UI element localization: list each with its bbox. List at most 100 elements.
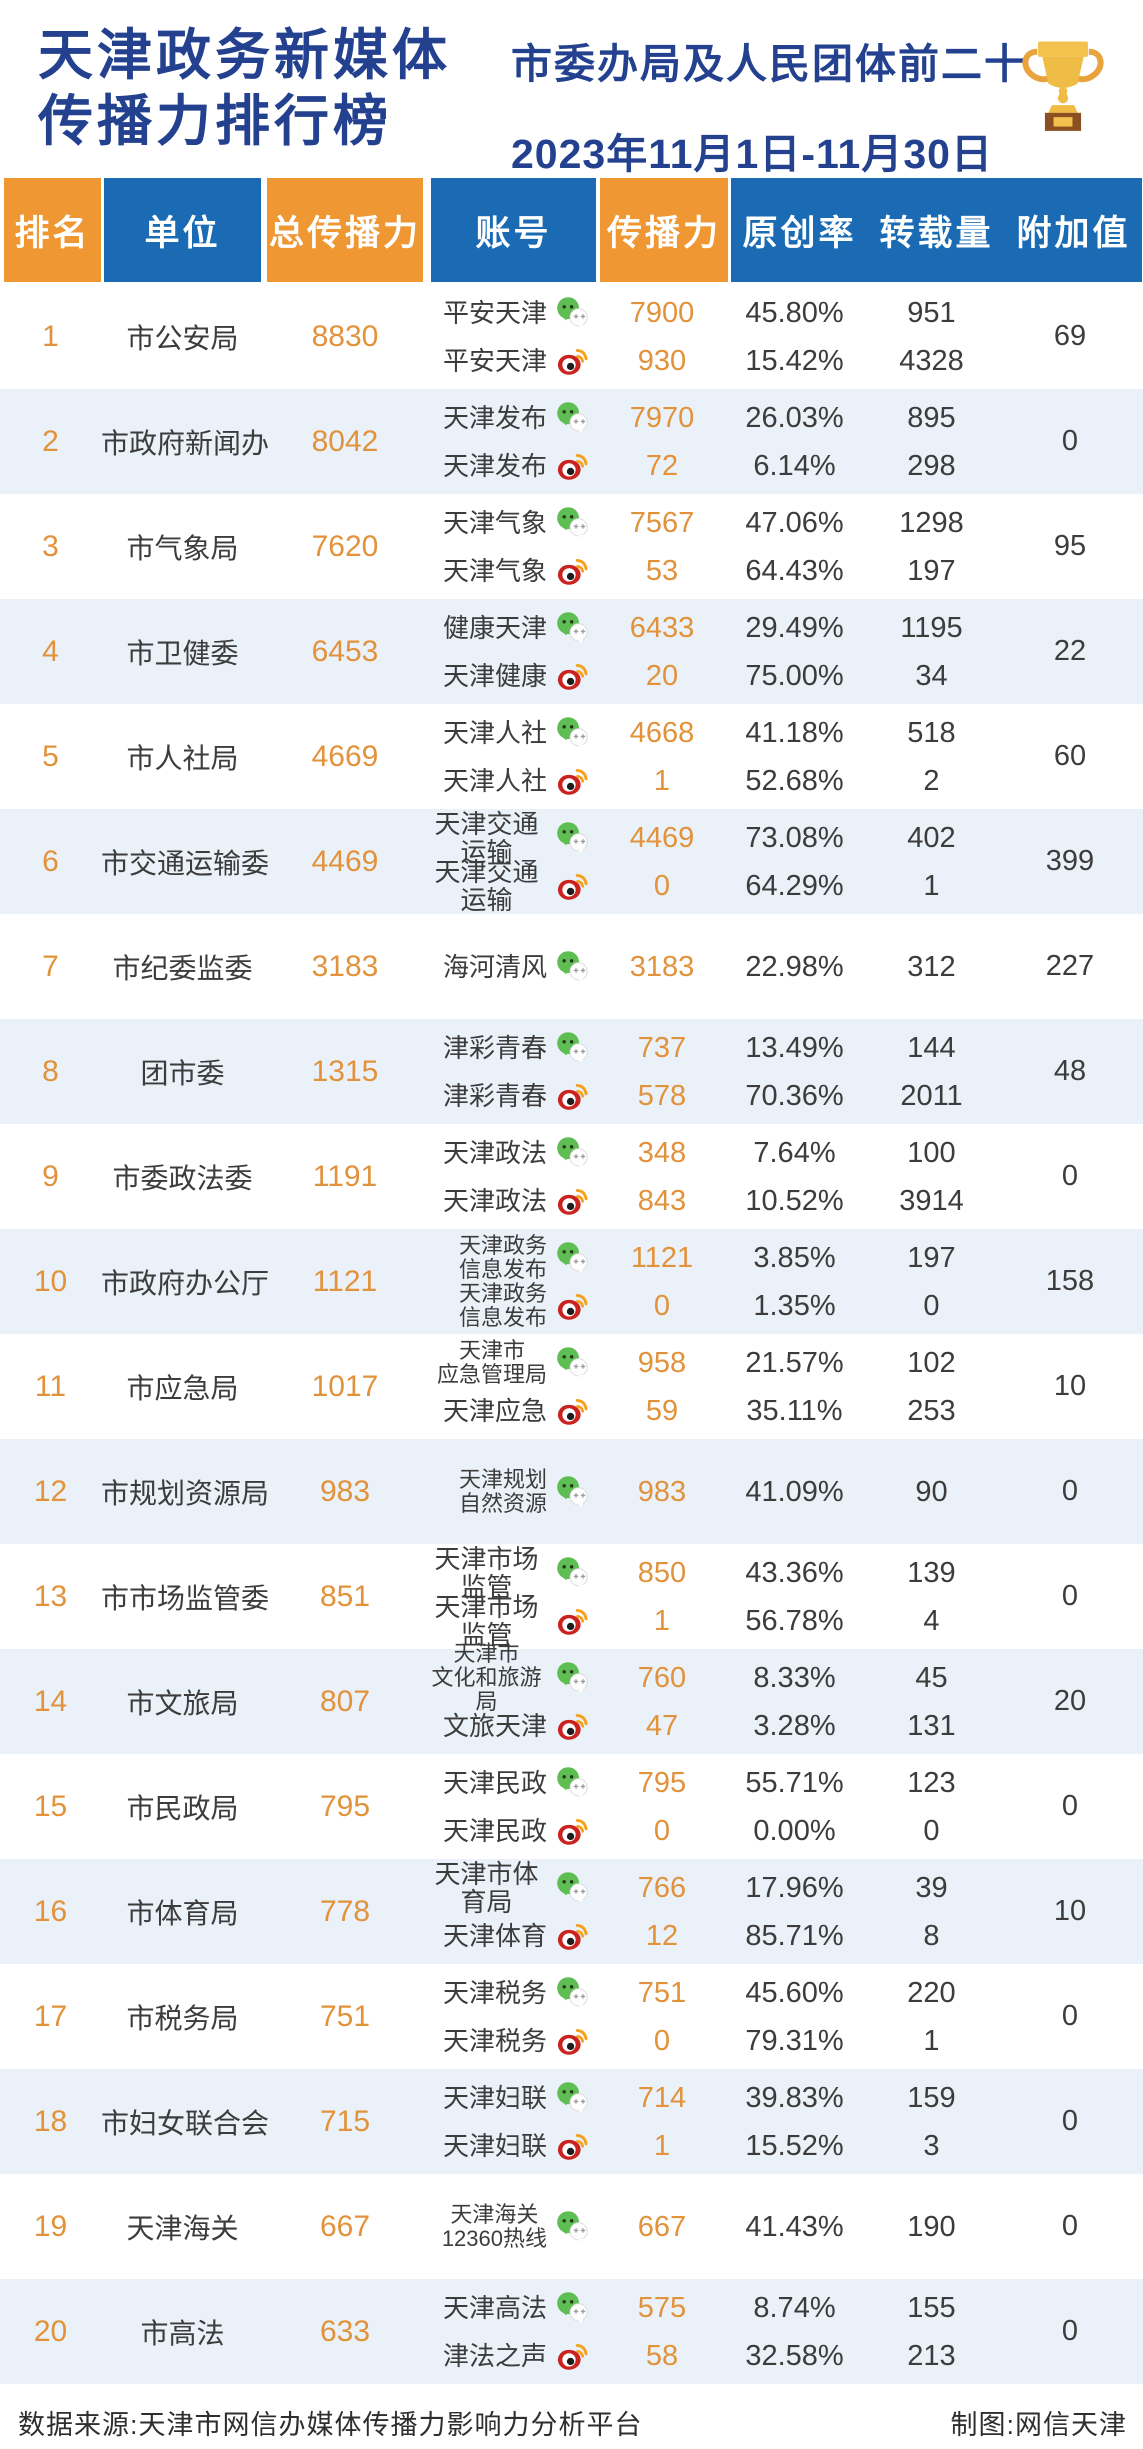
wechat-icon — [557, 1137, 588, 1169]
metric-value: 1.35% — [753, 1289, 836, 1322]
unit-name: 市政府新闻办 — [101, 427, 270, 459]
metric-value: 72 — [645, 449, 679, 482]
account-name: 天津应急 — [442, 1395, 547, 1426]
metric-value: 0 — [923, 1289, 940, 1322]
wechat-icon — [557, 1872, 588, 1904]
metric-value: 45 — [915, 1661, 948, 1694]
metric-value: 751 — [637, 1976, 687, 2009]
header-right-block: 市委办局及人民团体前二十 2023年11月1日-11月30日 — [511, 30, 1025, 180]
date-range: 2023年11月1日-11月30日 — [511, 131, 993, 177]
metric-value: 39.83% — [745, 2081, 844, 2114]
weibo-icon — [557, 1923, 588, 1950]
wechat-icon — [557, 1662, 588, 1694]
account-line: 天津政法 — [426, 1129, 598, 1177]
account-name: 天津规划 自然资源 — [458, 1466, 547, 1516]
table-row: 2 市政府新闻办 8042 天津发布 天津发布 7970 72 26.03% 6.1… — [0, 389, 1143, 494]
metric-value: 3183 — [629, 950, 695, 983]
account-cell: 天津交通运输 天津交通运输 — [426, 809, 598, 914]
metric-value: 197 — [907, 1241, 956, 1274]
metric-value: 6.14% — [753, 449, 836, 482]
metric-value: 139 — [907, 1556, 956, 1589]
weibo-icon — [557, 1398, 588, 1425]
metric-value: 4469 — [629, 821, 695, 854]
rank-value: 10 — [33, 1264, 68, 1298]
unit-name: 市民政局 — [126, 1792, 239, 1824]
account-line: 天津税务 — [426, 2017, 598, 2065]
rank-value: 13 — [33, 1579, 68, 1613]
column-header-total: 总传播力 — [267, 178, 423, 282]
account-line: 平安天津 — [426, 289, 598, 337]
metric-value: 2 — [923, 764, 940, 797]
metric-value: 0 — [653, 1814, 671, 1847]
metric-value: 737 — [637, 1031, 687, 1064]
metric-value: 298 — [907, 449, 956, 482]
weibo-icon — [557, 1083, 588, 1110]
original-rate-cell: 73.08% 64.29% — [726, 809, 863, 914]
metric-value: 6433 — [629, 611, 695, 644]
original-rate-cell: 26.03% 6.14% — [726, 389, 863, 494]
rank-value: 18 — [33, 2104, 68, 2138]
table-row: 8 团市委 1315 津彩青春 津彩青春 737 578 13.49% 70.36%… — [0, 1019, 1143, 1124]
unit-name: 市政府办公厅 — [101, 1267, 270, 1299]
repost-count-cell: 144 2011 — [863, 1019, 1000, 1124]
unit-name: 市纪委监委 — [112, 952, 253, 984]
metric-value: 795 — [637, 1766, 687, 1799]
table-row: 4 市卫健委 6453 健康天津 天津健康 6433 20 29.49% 75.00… — [0, 599, 1143, 704]
metric-value: 667 — [637, 2210, 687, 2243]
metric-value: 10.52% — [745, 1184, 844, 1217]
unit-name: 市妇女联合会 — [101, 2107, 270, 2139]
extra-value: 0 — [1061, 1160, 1079, 1192]
table-row: 20 市高法 633 天津高法 津法之声 575 58 8.74% 32.58% 1… — [0, 2279, 1143, 2384]
account-name: 天津发布 — [442, 402, 547, 433]
account-name: 天津市场监管 — [434, 1543, 539, 1602]
metric-value: 3914 — [899, 1184, 964, 1217]
weibo-icon — [557, 1293, 588, 1320]
extra-value: 0 — [1061, 2105, 1079, 2137]
table-row: 5 市人社局 4669 天津人社 天津人社 4668 1 41.18% 52.68%… — [0, 704, 1143, 809]
metric-value: 123 — [907, 1766, 956, 1799]
spread-value-cell: 6433 20 — [598, 599, 726, 704]
metric-value: 1 — [653, 764, 671, 797]
account-line: 天津规划 自然资源 — [426, 1466, 598, 1516]
account-cell: 天津规划 自然资源 — [426, 1439, 598, 1544]
page-title: 天津政务新媒体 传播力排行榜 — [38, 24, 452, 152]
original-rate-cell: 8.74% 32.58% — [726, 2279, 863, 2384]
metric-value: 0 — [653, 1289, 671, 1322]
metric-value: 0.00% — [753, 1814, 836, 1847]
account-line: 天津交通运输 — [426, 858, 598, 914]
total-value: 7620 — [311, 529, 379, 563]
account-cell: 天津市体育局 天津体育 — [426, 1859, 598, 1964]
weibo-icon — [557, 1818, 588, 1845]
weibo-icon — [557, 2133, 588, 2160]
account-cell: 天津妇联 天津妇联 — [426, 2069, 598, 2174]
account-name: 天津交通运输 — [434, 856, 539, 915]
wechat-icon — [557, 1476, 588, 1508]
account-cell: 天津海关 12360热线 — [426, 2174, 598, 2279]
total-value: 751 — [319, 1999, 371, 2033]
metric-value: 56.78% — [745, 1604, 844, 1637]
metric-value: 2011 — [900, 1079, 963, 1112]
metric-value: 53 — [645, 554, 679, 587]
account-cell: 健康天津 天津健康 — [426, 599, 598, 704]
account-cell: 津彩青春 津彩青春 — [426, 1019, 598, 1124]
metric-value: 213 — [907, 2339, 956, 2372]
metric-value: 575 — [637, 2291, 687, 2324]
metric-value: 958 — [637, 1346, 687, 1379]
account-name: 天津税务 — [442, 1977, 547, 2008]
repost-count-cell: 1195 34 — [863, 599, 1000, 704]
repost-count-cell: 123 0 — [863, 1754, 1000, 1859]
account-line: 津彩青春 — [426, 1024, 598, 1072]
original-rate-cell: 45.60% 79.31% — [726, 1964, 863, 2069]
metric-value: 7.64% — [753, 1136, 836, 1169]
account-name: 天津民政 — [442, 1767, 547, 1798]
metric-value: 1195 — [900, 611, 963, 644]
metric-value: 7970 — [629, 401, 695, 434]
column-header-spread: 传播力 — [600, 178, 728, 282]
metric-value: 348 — [637, 1136, 687, 1169]
account-line: 天津税务 — [426, 1969, 598, 2017]
metric-value: 17.96% — [745, 1871, 844, 1904]
metric-value: 22.98% — [745, 950, 844, 983]
metric-value: 15.42% — [745, 344, 844, 377]
metric-value: 90 — [915, 1475, 948, 1508]
